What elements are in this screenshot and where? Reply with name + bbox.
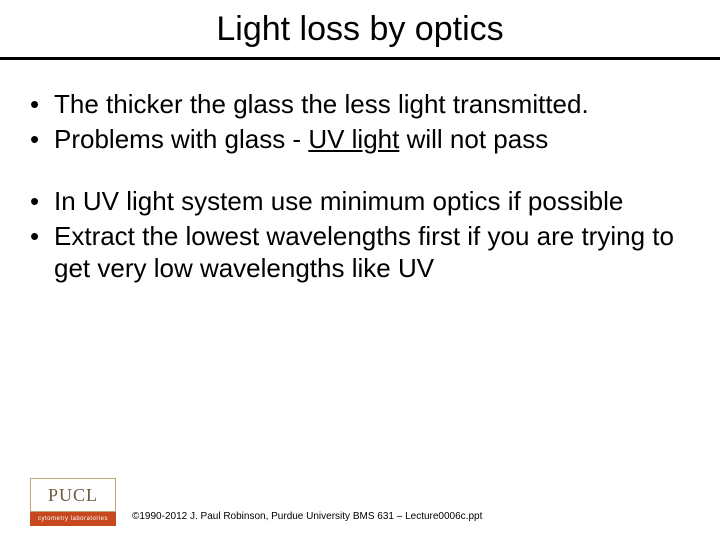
bullet-text-post: will not pass bbox=[399, 124, 548, 154]
bullet-text-pre: The thicker the glass the less light tra… bbox=[54, 89, 589, 119]
copyright-text: ©1990-2012 J. Paul Robinson, Purdue Univ… bbox=[132, 511, 482, 526]
logo-subtitle: cytometry laboratories bbox=[38, 516, 108, 522]
logo-bottom: cytometry laboratories bbox=[30, 512, 116, 526]
bullet-dot-icon: • bbox=[30, 88, 54, 121]
bullet-item: • In UV light system use minimum optics … bbox=[30, 185, 690, 218]
bullet-text-pre: In UV light system use minimum optics if… bbox=[54, 186, 623, 216]
bullet-text-underlined: UV light bbox=[308, 124, 399, 154]
bullet-group-2: • In UV light system use minimum optics … bbox=[30, 185, 690, 285]
bullet-text: Problems with glass - UV light will not … bbox=[54, 123, 690, 156]
slide: Light loss by optics • The thicker the g… bbox=[0, 0, 720, 540]
bullet-text: Extract the lowest wavelengths first if … bbox=[54, 220, 690, 285]
logo-top: PUCL bbox=[30, 478, 116, 512]
bullet-text-pre: Extract the lowest wavelengths first if … bbox=[54, 221, 674, 284]
slide-title: Light loss by optics bbox=[216, 10, 503, 49]
footer: PUCL cytometry laboratories ©1990-2012 J… bbox=[30, 478, 482, 526]
title-wrap: Light loss by optics bbox=[0, 0, 720, 49]
bullet-group-1: • The thicker the glass the less light t… bbox=[30, 88, 690, 155]
bullet-text: In UV light system use minimum optics if… bbox=[54, 185, 690, 218]
bullet-dot-icon: • bbox=[30, 185, 54, 218]
content-area: • The thicker the glass the less light t… bbox=[0, 60, 720, 285]
bullet-item: • Extract the lowest wavelengths first i… bbox=[30, 220, 690, 285]
logo-acronym: PUCL bbox=[48, 485, 98, 506]
bullet-item: • The thicker the glass the less light t… bbox=[30, 88, 690, 121]
bullet-item: • Problems with glass - UV light will no… bbox=[30, 123, 690, 156]
bullet-dot-icon: • bbox=[30, 123, 54, 156]
bullet-text: The thicker the glass the less light tra… bbox=[54, 88, 690, 121]
bullet-text-pre: Problems with glass - bbox=[54, 124, 308, 154]
bullet-dot-icon: • bbox=[30, 220, 54, 253]
logo: PUCL cytometry laboratories bbox=[30, 478, 116, 526]
